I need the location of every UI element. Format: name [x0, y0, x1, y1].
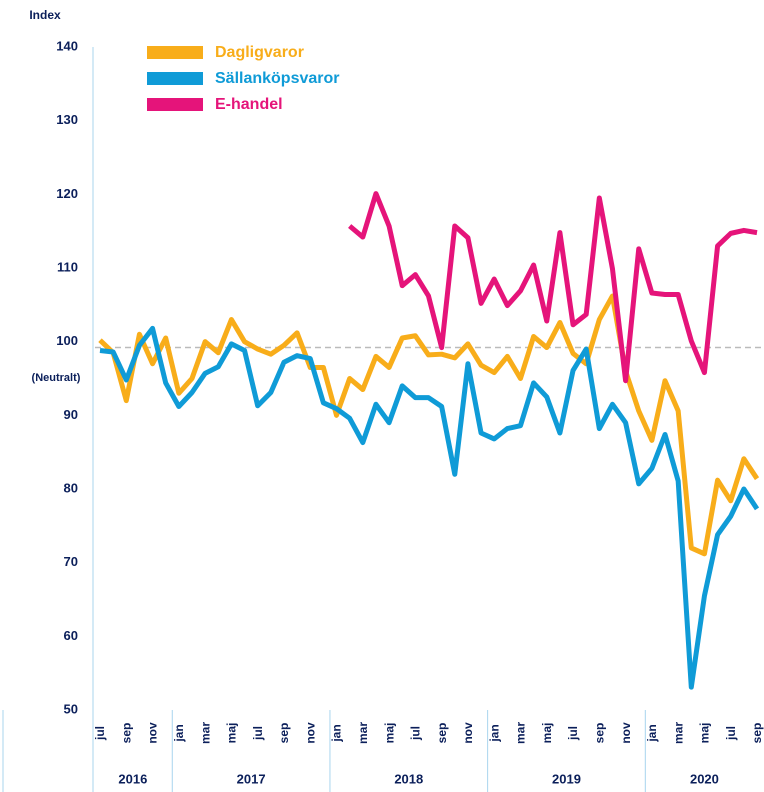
annotation: (Neutralt): [32, 372, 81, 384]
year-label: 2016: [118, 771, 147, 786]
series-line: [99, 325, 760, 690]
x-tick-label: maj: [540, 723, 554, 744]
x-tick-label: jan: [172, 724, 186, 742]
legend-label: E-handel: [215, 96, 283, 113]
x-tick-label: nov: [461, 722, 475, 744]
x-tick-label: mar: [514, 722, 528, 744]
y-axis-label: Index: [29, 8, 61, 22]
x-tick-label: jan: [645, 724, 659, 742]
year-label: 2020: [690, 771, 719, 786]
year-label: 2017: [237, 771, 266, 786]
x-tick-label: maj: [225, 723, 239, 744]
x-tick-label: sep: [119, 723, 133, 744]
x-tick-label: jan: [487, 724, 501, 742]
x-tick-label: maj: [698, 723, 712, 744]
x-tick-label: jul: [566, 726, 580, 741]
x-tick-label: nov: [619, 722, 633, 744]
legend-swatch: [147, 98, 203, 111]
x-tick-label: mar: [198, 722, 212, 744]
y-tick-label: 120: [56, 186, 78, 201]
legend-swatch: [147, 72, 203, 85]
year-label: 2019: [552, 771, 581, 786]
x-tick-label: sep: [750, 723, 764, 744]
x-tick-label: mar: [671, 722, 685, 744]
legend-label: Sällanköpsvaror: [215, 70, 340, 87]
x-tick-label: jul: [93, 726, 107, 741]
series-line: [348, 191, 758, 384]
x-tick-label: maj: [382, 723, 396, 744]
x-tick-label: sep: [435, 723, 449, 744]
x-tick-label: mar: [356, 722, 370, 744]
year-label: 2018: [394, 771, 423, 786]
x-tick-label: jan: [330, 724, 344, 742]
x-tick-label: sep: [277, 723, 291, 744]
x-tick-label: jul: [251, 726, 265, 741]
legend-swatch: [147, 46, 203, 59]
y-tick-label: 70: [64, 554, 78, 569]
series-line: [98, 293, 760, 557]
y-tick-label: 50: [64, 701, 78, 716]
y-tick-label: 140: [56, 38, 78, 53]
legend-label: Dagligvaror: [215, 44, 304, 61]
x-tick-label: nov: [303, 722, 317, 744]
x-tick-label: jul: [724, 726, 738, 741]
y-tick-label: 80: [64, 480, 78, 495]
x-tick-label: nov: [146, 722, 160, 744]
y-tick-label: 90: [64, 407, 78, 422]
x-tick-label: sep: [592, 723, 606, 744]
y-tick-label: 110: [57, 259, 78, 274]
y-tick-label: 60: [64, 628, 78, 643]
y-tick-label: 130: [56, 112, 78, 127]
x-tick-label: jul: [409, 726, 423, 741]
y-tick-label: 100: [56, 333, 78, 348]
